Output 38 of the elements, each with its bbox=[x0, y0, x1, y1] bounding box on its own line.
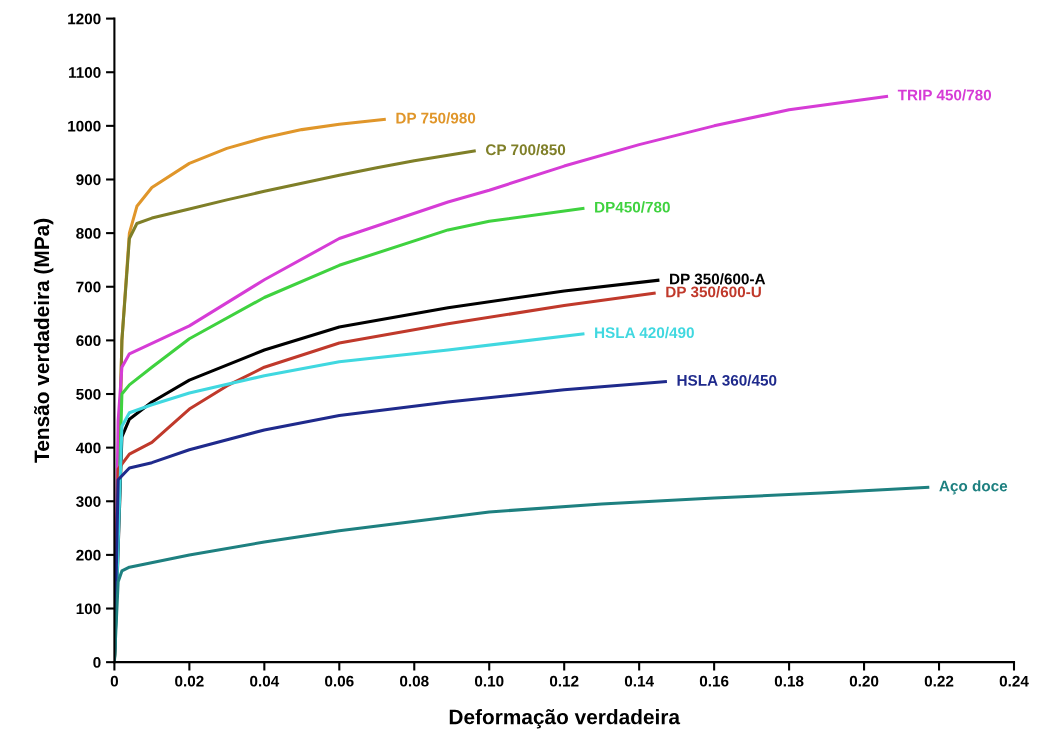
y-tick-label: 1100 bbox=[69, 67, 101, 78]
series-label: DP 750/980 bbox=[396, 112, 476, 124]
x-axis-title: Deformação verdadeira bbox=[449, 709, 681, 729]
line-series bbox=[114, 485, 930, 663]
x-tick-label: 0.22 bbox=[924, 675, 954, 687]
y-tick-label: 600 bbox=[76, 335, 101, 347]
y-tick-label: 300 bbox=[76, 496, 101, 507]
x-tick-label: 0.16 bbox=[699, 675, 729, 687]
series-label: DP450/780 bbox=[595, 201, 670, 213]
series-label: Aço doce bbox=[939, 480, 1008, 495]
x-tick-label: 0.20 bbox=[849, 675, 879, 687]
series-label: DP 350/600-A bbox=[670, 273, 766, 285]
y-tick-label: 400 bbox=[75, 442, 101, 454]
y-tick-label: 500 bbox=[76, 388, 101, 400]
series-label: DP 350/600-U bbox=[666, 286, 761, 298]
series-label: CP 700/850 bbox=[485, 143, 566, 156]
y-tick-label: 900 bbox=[76, 174, 101, 186]
y-tick-label: 1000 bbox=[68, 120, 101, 132]
y-tick-label: 800 bbox=[76, 227, 101, 239]
x-tick-label: 0.24 bbox=[999, 675, 1029, 687]
y-tick-label: 200 bbox=[76, 549, 101, 561]
x-tick-label: 0 bbox=[110, 675, 119, 687]
y-tick-label: 1200 bbox=[68, 13, 101, 25]
x-tick-label: 0.12 bbox=[549, 675, 579, 687]
y-tick-label: 0 bbox=[93, 657, 101, 668]
x-tick-label: 0.18 bbox=[774, 675, 804, 687]
y-tick-label: 100 bbox=[76, 603, 101, 615]
x-tick-label: 0.08 bbox=[400, 675, 429, 687]
y-tick-label: 700 bbox=[76, 281, 101, 293]
x-tick-label: 0.06 bbox=[325, 675, 354, 687]
series-label: HSLA 420/490 bbox=[595, 326, 694, 339]
x-tick-label: 0.02 bbox=[175, 675, 204, 687]
y-axis-title: Tensão verdadeira (MPa) bbox=[33, 218, 54, 463]
x-tick-label: 0.10 bbox=[474, 675, 504, 687]
series-label: HSLA 360/450 bbox=[677, 374, 777, 386]
x-tick-label: 0.14 bbox=[624, 675, 654, 687]
x-tick-label: 0.04 bbox=[250, 675, 280, 687]
series-label: TRIP 450/780 bbox=[897, 89, 992, 101]
